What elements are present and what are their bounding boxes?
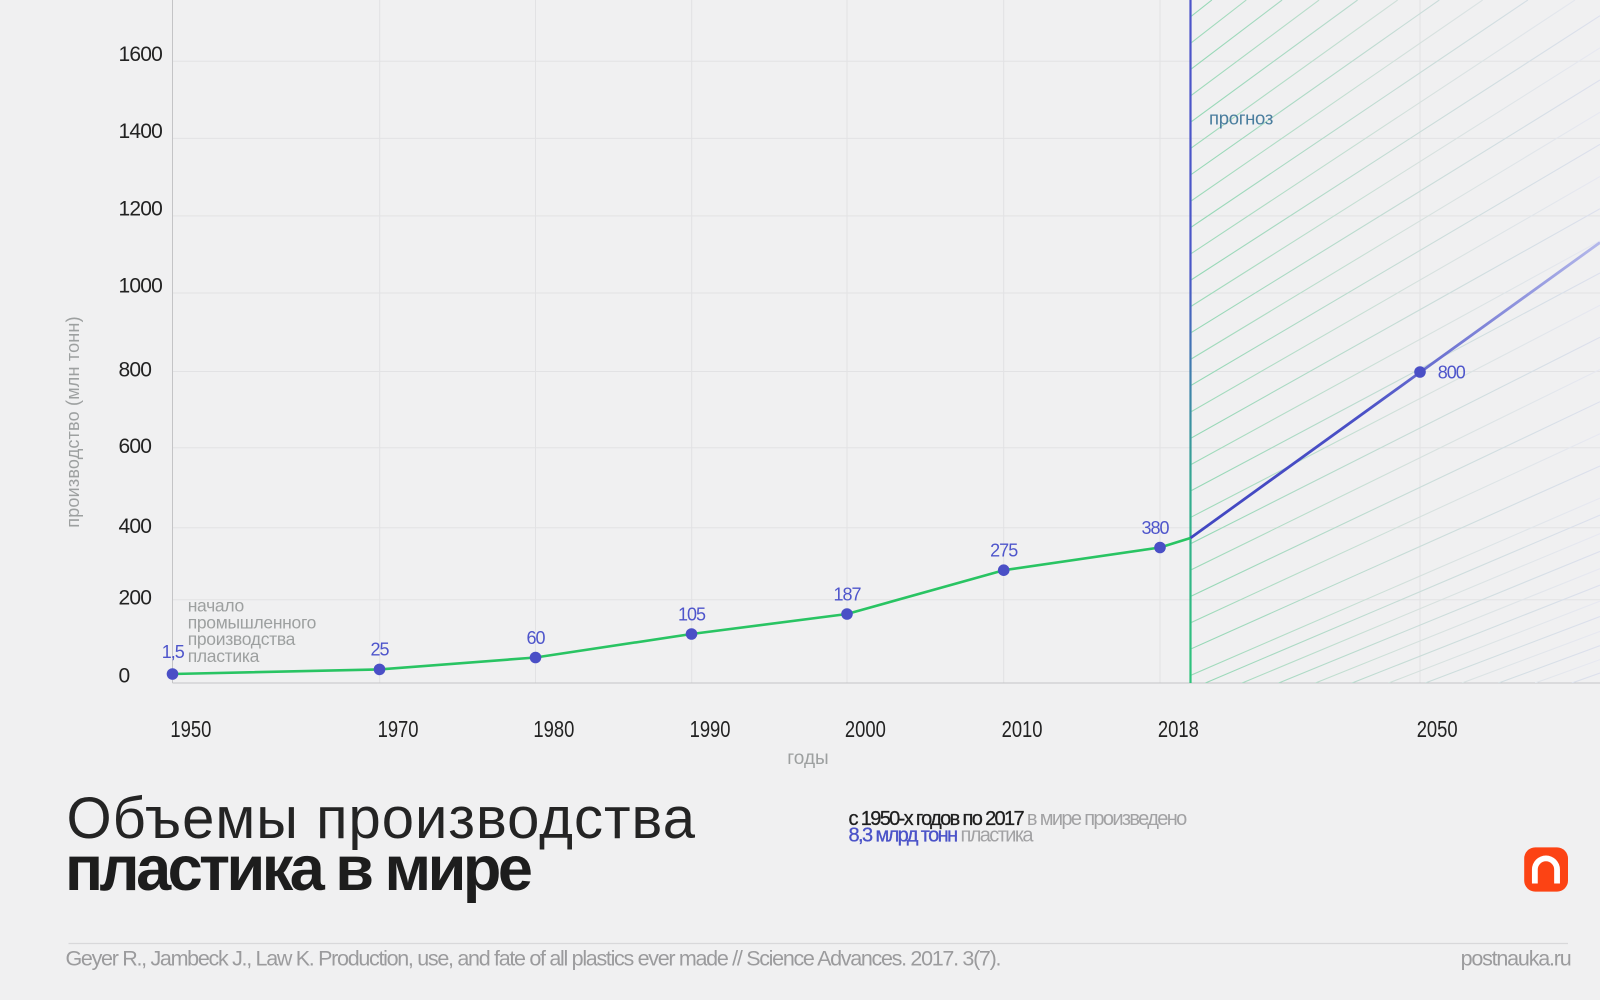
svg-text:2050: 2050 [1417,717,1458,742]
svg-text:2010: 2010 [1002,717,1043,742]
svg-text:пластика в мире: пластика в мире [65,834,531,904]
svg-text:25: 25 [370,640,389,660]
svg-text:postnauka.ru: postnauka.ru [1461,947,1571,971]
svg-text:производства: производства [188,629,296,649]
svg-text:2000: 2000 [845,717,886,742]
svg-text:1200: 1200 [119,197,163,220]
svg-text:годы: годы [787,748,828,769]
svg-text:1950: 1950 [170,717,211,742]
svg-text:400: 400 [119,515,152,538]
svg-text:380: 380 [1141,518,1169,538]
svg-text:1980: 1980 [533,717,574,742]
svg-text:с 1950-х годов по 2017 в мире: с 1950-х годов по 2017 в мире произведен… [849,808,1188,830]
svg-text:прогноз: прогноз [1209,108,1273,129]
svg-text:1000: 1000 [119,275,163,298]
svg-text:187: 187 [833,584,861,604]
svg-text:Объемы производства: Объемы производства [67,786,696,851]
svg-text:105: 105 [678,604,706,624]
svg-text:Geyer R., Jambeck J., Law K. P: Geyer R., Jambeck J., Law K. Production,… [66,947,1001,971]
svg-text:производство (млн тонн): производство (млн тонн) [63,316,83,528]
svg-text:1970: 1970 [378,717,419,742]
svg-text:8,3 млрд тонн пластика: 8,3 млрд тонн пластика [849,825,1035,847]
svg-text:пластика: пластика [188,646,260,666]
svg-text:1990: 1990 [690,717,731,742]
svg-text:200: 200 [119,587,152,610]
svg-text:1400: 1400 [119,120,163,143]
svg-text:800: 800 [119,359,152,382]
svg-text:1600: 1600 [119,43,163,66]
svg-text:275: 275 [990,541,1018,561]
svg-text:промышленного: промышленного [188,612,316,632]
svg-text:1,5: 1,5 [162,642,185,662]
svg-text:0: 0 [119,665,130,688]
svg-text:60: 60 [526,628,545,648]
svg-text:800: 800 [1438,363,1466,383]
svg-text:600: 600 [119,435,152,458]
svg-text:начало: начало [188,596,244,616]
svg-text:2018: 2018 [1158,717,1199,742]
